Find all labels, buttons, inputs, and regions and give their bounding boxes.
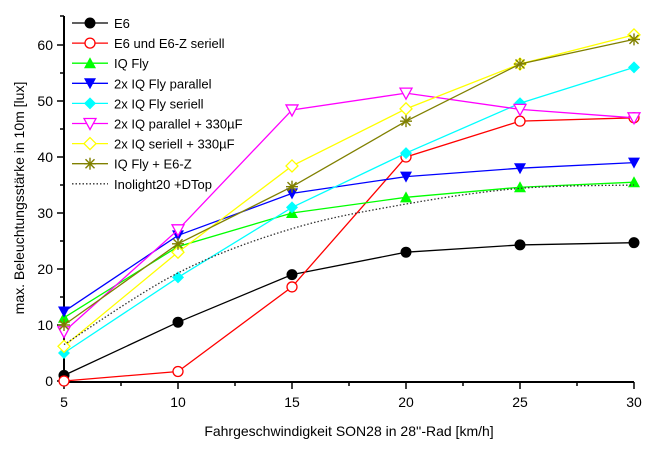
legend-label: 2x IQ Fly seriell [114, 96, 204, 111]
data-point [284, 104, 300, 118]
data-point [626, 112, 642, 126]
legend-item: E6 und E6-Z seriell [72, 36, 225, 51]
x-tick-label: 30 [626, 394, 642, 410]
legend: E6 E6 und E6-Z seriell IQ Fly 2x IQ Fly par… [72, 16, 243, 192]
data-point [172, 237, 184, 250]
legend-marker [84, 17, 96, 29]
legend-item: 2x IQ Fly parallel [72, 76, 212, 91]
y-tick-label: 40 [37, 149, 53, 165]
data-point [628, 33, 640, 46]
series-iq-fly [58, 176, 640, 323]
data-point [400, 147, 412, 160]
y-tick-label: 20 [37, 261, 53, 277]
data-point [172, 365, 184, 378]
y-tick-label: 10 [37, 317, 53, 333]
legend-item: IQ Fly [72, 56, 149, 71]
legend-item: IQ Fly + E6-Z [72, 157, 192, 172]
series-e6 [58, 237, 640, 381]
legend-marker [84, 57, 96, 69]
legend-marker [82, 117, 98, 131]
series-line [63, 181, 635, 319]
x-tick-label: 15 [284, 394, 300, 410]
y-tick-label: 0 [45, 373, 53, 389]
series-line [63, 161, 635, 313]
legend-marker [84, 97, 96, 110]
data-point [512, 103, 528, 117]
data-point [628, 61, 640, 74]
legend-item: 2x IQ parallel + 330µF [72, 117, 243, 132]
x-tick-label: 20 [398, 394, 414, 410]
data-point [398, 87, 414, 101]
data-point [400, 171, 412, 183]
legend-item: E6 [72, 16, 130, 31]
legend-label: IQ Fly [114, 56, 149, 71]
series-inolight20-dtop [63, 184, 635, 346]
legend-item: 2x IQ seriell + 330µF [72, 137, 235, 152]
series-line [63, 92, 635, 333]
data-point [57, 339, 71, 354]
data-point [399, 101, 413, 116]
legend-label: 2x IQ Fly parallel [114, 76, 212, 91]
series-2x-iq-parallel-330-f [56, 87, 642, 340]
y-tick-label: 50 [37, 93, 53, 109]
y-tick-label: 30 [37, 205, 53, 221]
legend-marker [84, 37, 96, 49]
axes: 5 10 15 20 25 30 0 10 20 30 40 50 60 [37, 15, 642, 410]
legend-label: 2x IQ parallel + 330µF [114, 117, 243, 132]
legend-label: 2x IQ seriell + 330µF [114, 137, 235, 152]
legend-marker [83, 136, 97, 151]
data-point [170, 224, 186, 238]
series-line [63, 117, 635, 382]
legend-label: Inolight20 +DTop [114, 177, 212, 192]
data-point [514, 163, 526, 175]
data-point [514, 58, 526, 71]
series-line [63, 66, 635, 354]
data-point [286, 281, 298, 293]
data-point [58, 319, 70, 331]
y-tick-label: 60 [37, 37, 53, 53]
data-point [172, 316, 184, 328]
data-point [514, 181, 526, 193]
legend-item: 2x IQ Fly seriell [72, 96, 204, 111]
data-point [286, 201, 298, 214]
legend-marker [84, 78, 96, 90]
data-point [514, 239, 526, 251]
legend-marker [84, 157, 96, 170]
data-point [58, 306, 70, 318]
data-point [628, 237, 640, 249]
series-layer [56, 28, 642, 387]
data-point [400, 115, 412, 128]
legend-label: E6 [114, 16, 130, 31]
legend-label: IQ Fly + E6-Z [114, 157, 192, 172]
data-point [172, 271, 184, 284]
x-tick-label: 5 [60, 394, 68, 410]
data-point [285, 159, 299, 173]
data-point [58, 375, 70, 387]
y-axis-title: max. Beleuchtungsstärke in 10m [lux] [11, 82, 27, 315]
x-axis-title: Fahrgeschwindigkeit SON28 in 28''-Rad [k… [204, 423, 493, 439]
x-tick-label: 25 [512, 394, 528, 410]
x-tick-label: 10 [170, 394, 186, 410]
legend-label: E6 und E6-Z seriell [114, 36, 225, 51]
data-point [286, 269, 298, 281]
data-point [628, 157, 640, 169]
series-line [63, 38, 635, 326]
data-point [514, 115, 526, 127]
data-point [286, 188, 298, 200]
series-line [63, 34, 635, 347]
series-line [63, 242, 635, 376]
data-point [286, 180, 298, 193]
legend-item: Inolight20 +DTop [72, 177, 212, 192]
series-2x-iq-seriell-330-f [57, 28, 641, 354]
series-iq-fly-e6-z [58, 33, 640, 331]
data-point [400, 191, 412, 203]
data-point [171, 245, 185, 260]
data-point [400, 246, 412, 258]
series-line [63, 184, 635, 346]
